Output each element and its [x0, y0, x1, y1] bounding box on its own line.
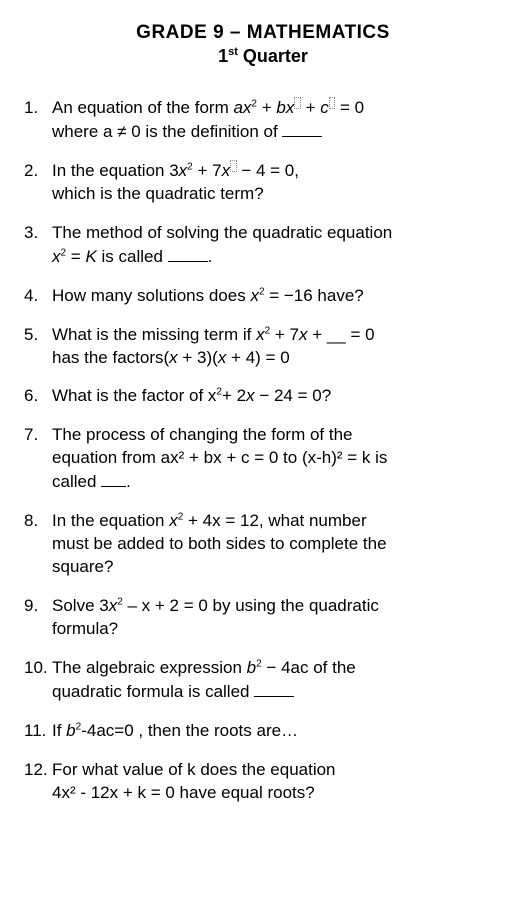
question-body: Solve 3x2 – x + 2 = 0 by using the quadr… — [52, 595, 502, 641]
question-6: 6. What is the factor of x2+ 2x − 24 = 0… — [24, 385, 502, 408]
question-number: 11. — [24, 720, 52, 743]
blank — [168, 245, 208, 262]
question-3: 3. The method of solving the quadratic e… — [24, 222, 502, 269]
question-number: 9. — [24, 595, 52, 641]
question-number: 7. — [24, 424, 52, 494]
page-subtitle: 1st Quarter — [24, 46, 502, 67]
header: GRADE 9 – MATHEMATICS 1st Quarter — [24, 22, 502, 67]
question-body: The method of solving the quadratic equa… — [52, 222, 502, 269]
question-body: If b2-4ac=0 , then the roots are… — [52, 720, 502, 743]
question-body: An equation of the form ax2 + bx + c = 0… — [52, 97, 502, 144]
question-10: 10. The algebraic expression b2 − 4ac of… — [24, 657, 502, 704]
question-body: For what value of k does the equation 4x… — [52, 759, 502, 805]
question-8: 8. In the equation x2 + 4x = 12, what nu… — [24, 510, 502, 579]
question-body: How many solutions does x2 = −16 have? — [52, 285, 502, 308]
question-4: 4. How many solutions does x2 = −16 have… — [24, 285, 502, 308]
question-2: 2. In the equation 3x2 + 7x − 4 = 0, whi… — [24, 160, 502, 206]
questions-list: 1. An equation of the form ax2 + bx + c … — [24, 97, 502, 805]
question-number: 4. — [24, 285, 52, 308]
question-11: 11. If b2-4ac=0 , then the roots are… — [24, 720, 502, 743]
question-number: 6. — [24, 385, 52, 408]
blank — [254, 680, 294, 697]
question-number: 8. — [24, 510, 52, 579]
blank — [101, 470, 126, 487]
question-body: In the equation 3x2 + 7x − 4 = 0, which … — [52, 160, 502, 206]
blank — [282, 120, 322, 137]
question-number: 3. — [24, 222, 52, 269]
question-7: 7. The process of changing the form of t… — [24, 424, 502, 494]
question-body: The algebraic expression b2 − 4ac of the… — [52, 657, 502, 704]
question-5: 5. What is the missing term if x2 + 7x +… — [24, 324, 502, 370]
question-body: What is the factor of x2+ 2x − 24 = 0? — [52, 385, 502, 408]
question-body: In the equation x2 + 4x = 12, what numbe… — [52, 510, 502, 579]
question-body: The process of changing the form of the … — [52, 424, 502, 494]
question-12: 12. For what value of k does the equatio… — [24, 759, 502, 805]
question-body: What is the missing term if x2 + 7x + __… — [52, 324, 502, 370]
question-number: 5. — [24, 324, 52, 370]
question-number: 1. — [24, 97, 52, 144]
question-number: 12. — [24, 759, 52, 805]
page-title: GRADE 9 – MATHEMATICS — [24, 22, 502, 44]
question-9: 9. Solve 3x2 – x + 2 = 0 by using the qu… — [24, 595, 502, 641]
question-1: 1. An equation of the form ax2 + bx + c … — [24, 97, 502, 144]
question-number: 10. — [24, 657, 52, 704]
question-number: 2. — [24, 160, 52, 206]
